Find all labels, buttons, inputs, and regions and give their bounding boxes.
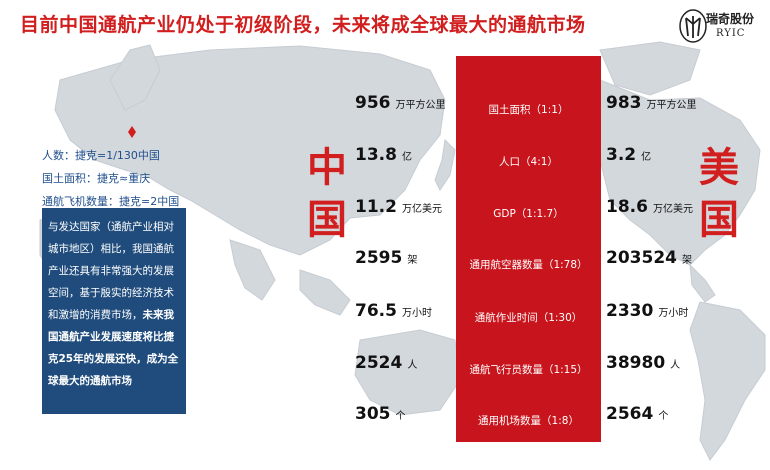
china-value-airports: 305 个 xyxy=(355,404,406,424)
page-title: 目前中国通航产业仍处于初级阶段，未来将成全球最大的通航市场 xyxy=(20,14,586,36)
metric-population: 人口（4:1） xyxy=(499,156,558,168)
description-box: 与发达国家（通航产业相对城市地区）相比，我国通航产业还具有非常强大的发展空间，基… xyxy=(42,208,186,414)
china-value-pilots: 2524 人 xyxy=(355,353,418,373)
info-line-population: 人数：捷克=1/130中国 xyxy=(42,149,160,162)
china-label: 中国 xyxy=(307,145,347,243)
usa-value-pilots: 38980 人 xyxy=(606,353,681,373)
china-value-gdp: 11.2 万亿美元 xyxy=(355,197,442,217)
usa-value-area: 983 万平方公里 xyxy=(606,93,697,113)
metric-flight-hours: 通航作业时间（1:30） xyxy=(474,312,583,324)
usa-value-population: 3.2 亿 xyxy=(606,145,652,165)
metric-gdp: GDP（1:1.7） xyxy=(493,208,564,220)
company-logo: 瑞奇股份 RYIC xyxy=(678,6,764,46)
metric-area: 国土面积（1:1） xyxy=(488,104,569,116)
comparison-metrics-panel xyxy=(456,56,601,442)
metric-pilots: 通航飞行员数量（1:15） xyxy=(469,364,588,376)
czech-facts: 人数：捷克=1/130中国 国土面积：捷克≈重庆 通航飞机数量：捷克=2中国 xyxy=(42,144,179,213)
china-value-flight-hours: 76.5 万小时 xyxy=(355,301,432,321)
metric-airports: 通用机场数量（1:8） xyxy=(478,415,579,427)
usa-value-flight-hours: 2330 万小时 xyxy=(606,301,689,321)
logo-brand-cn: 瑞奇股份 xyxy=(706,12,755,26)
usa-value-airports: 2564 个 xyxy=(606,404,669,424)
usa-value-aircraft: 203524 架 xyxy=(606,248,692,268)
info-line-aircraft: 通航飞机数量：捷克=2中国 xyxy=(42,195,180,208)
china-value-area: 956 万平方公里 xyxy=(355,93,446,113)
china-value-aircraft: 2595 架 xyxy=(355,248,418,268)
usa-value-gdp: 18.6 万亿美元 xyxy=(606,197,693,217)
logo-emblem-icon xyxy=(679,9,707,43)
czech-location-marker-icon xyxy=(128,126,136,138)
metric-aircraft: 通用航空器数量（1:78） xyxy=(469,259,588,271)
logo-brand-en: RYIC xyxy=(716,28,746,39)
china-value-population: 13.8 亿 xyxy=(355,145,412,165)
description-text: 与发达国家（通航产业相对城市地区）相比，我国通航产业还具有非常强大的发展空间，基… xyxy=(48,221,174,321)
description-highlight: 未来我国通航产业发展速度将比捷克25年的发展还快，成为全球最大的通航市场 xyxy=(48,309,179,387)
info-line-area: 国土面积：捷克≈重庆 xyxy=(42,172,151,185)
usa-label: 美国 xyxy=(699,145,739,243)
